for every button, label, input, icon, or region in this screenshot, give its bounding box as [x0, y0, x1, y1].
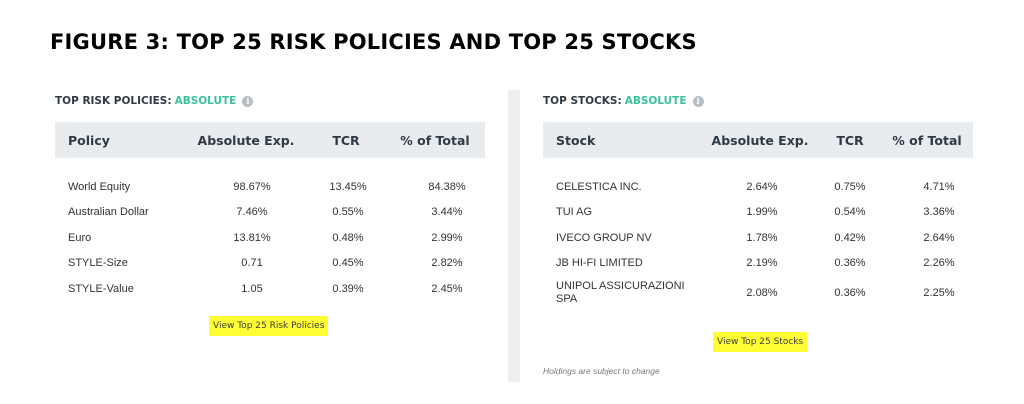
cell-tcr: 0.48% — [332, 231, 364, 244]
cell-pct-total: 4.71% — [923, 180, 955, 193]
column-header-pct-total: % of Total — [400, 132, 470, 148]
cell-absolute-exp: 98.67% — [233, 180, 271, 193]
table-header: Stock Absolute Exp. TCR % of Total — [543, 122, 973, 158]
cell-pct-total: 3.44% — [431, 206, 463, 219]
panel-heading-label: TOP RISK POLICIES: — [55, 95, 172, 107]
column-header-absolute-exp: Absolute Exp. — [711, 132, 809, 148]
cell-tcr: 0.36% — [834, 257, 866, 270]
cell-stock: TUI AG — [556, 206, 593, 219]
cell-stock: IVECO GROUP NV — [556, 231, 652, 244]
table-row: World Equity 98.67% 13.45% 84.38% — [55, 174, 485, 200]
info-icon[interactable]: i — [242, 95, 254, 107]
cell-pct-total: 2.82% — [431, 257, 463, 270]
cell-policy: Euro — [68, 231, 92, 244]
column-header-pct-total: % of Total — [892, 132, 962, 148]
cell-absolute-exp: 2.19% — [746, 257, 778, 270]
table-row: STYLE-Value 1.05 0.39% 2.45% — [55, 276, 485, 302]
cell-tcr: 0.42% — [834, 231, 866, 244]
cell-absolute-exp: 13.81% — [233, 231, 271, 244]
column-header-tcr: TCR — [332, 132, 360, 148]
table-row: CELESTICA INC. 2.64% 0.75% 4.71% — [543, 174, 973, 200]
cell-absolute-exp: 2.08% — [746, 287, 778, 299]
cell-tcr: 13.45% — [329, 180, 367, 193]
cell-absolute-exp: 1.99% — [746, 206, 778, 219]
cell-tcr: 0.75% — [834, 180, 866, 193]
cell-tcr: 0.55% — [332, 206, 364, 219]
cell-pct-total: 84.38% — [428, 180, 466, 193]
table-header: Policy Absolute Exp. TCR % of Total — [55, 122, 485, 158]
cell-tcr: 0.39% — [332, 282, 364, 295]
cell-policy: STYLE-Value — [68, 282, 134, 295]
table-row: JB HI-FI LIMITED 2.19% 0.36% 2.26% — [543, 251, 973, 277]
column-header-tcr: TCR — [836, 132, 864, 148]
cell-absolute-exp: 2.64% — [746, 180, 778, 193]
risk-policies-panel: TOP RISK POLICIES: ABSOLUTE i Policy Abs… — [55, 90, 485, 336]
panel-heading: TOP STOCKS: ABSOLUTE i — [543, 90, 973, 112]
cell-absolute-exp: 0.71 — [241, 257, 263, 270]
column-header-stock: Stock — [556, 132, 596, 148]
cell-absolute-exp: 1.05 — [241, 282, 263, 295]
holdings-footnote: Holdings are subject to change — [543, 366, 660, 376]
table-row: Euro 13.81% 0.48% 2.99% — [55, 225, 485, 251]
info-icon[interactable]: i — [692, 95, 704, 107]
cell-pct-total: 2.26% — [923, 257, 955, 270]
cell-stock: CELESTICA INC. — [556, 180, 642, 193]
stocks-panel: TOP STOCKS: ABSOLUTE i Stock Absolute Ex… — [543, 90, 973, 376]
panel-heading-accent[interactable]: ABSOLUTE — [174, 95, 237, 107]
table-row: UNIPOL ASSICURAZIONI SPA 2.08% 0.36% 2.2… — [543, 276, 973, 310]
view-top-25-stocks-link[interactable]: View Top 25 Stocks — [713, 332, 808, 352]
cell-pct-total: 2.99% — [431, 231, 463, 244]
cell-stock: JB HI-FI LIMITED — [556, 257, 643, 270]
cell-pct-total: 2.25% — [923, 287, 955, 299]
figure-title: FIGURE 3: TOP 25 RISK POLICIES AND TOP 2… — [50, 30, 697, 54]
table-row: TUI AG 1.99% 0.54% 3.36% — [543, 200, 973, 226]
table-row: IVECO GROUP NV 1.78% 0.42% 2.64% — [543, 225, 973, 251]
table-row: Australian Dollar 7.46% 0.55% 3.44% — [55, 200, 485, 226]
cell-policy: World Equity — [68, 180, 131, 193]
panel-heading-accent[interactable]: ABSOLUTE — [624, 95, 687, 107]
cell-pct-total: 2.64% — [923, 231, 955, 244]
cell-tcr: 0.45% — [332, 257, 364, 270]
cell-pct-total: 2.45% — [431, 282, 463, 295]
cell-policy: Australian Dollar — [68, 206, 149, 219]
table-body: World Equity 98.67% 13.45% 84.38% Austra… — [55, 174, 485, 302]
cell-tcr: 0.54% — [834, 206, 866, 219]
column-header-policy: Policy — [68, 132, 110, 148]
panel-divider — [508, 90, 520, 382]
cell-absolute-exp: 7.46% — [236, 206, 268, 219]
view-top-25-risk-policies-link[interactable]: View Top 25 Risk Policies — [209, 316, 329, 336]
cell-tcr: 0.36% — [834, 287, 866, 299]
panel-heading: TOP RISK POLICIES: ABSOLUTE i — [55, 90, 485, 112]
column-header-absolute-exp: Absolute Exp. — [197, 132, 295, 148]
cell-pct-total: 3.36% — [923, 206, 955, 219]
cell-policy: STYLE-Size — [68, 257, 128, 270]
panel-heading-label: TOP STOCKS: — [543, 95, 622, 107]
cell-absolute-exp: 1.78% — [746, 231, 778, 244]
cell-stock: UNIPOL ASSICURAZIONI SPA — [556, 280, 685, 305]
table-body: CELESTICA INC. 2.64% 0.75% 4.71% TUI AG … — [543, 174, 973, 310]
table-row: STYLE-Size 0.71 0.45% 2.82% — [55, 251, 485, 277]
